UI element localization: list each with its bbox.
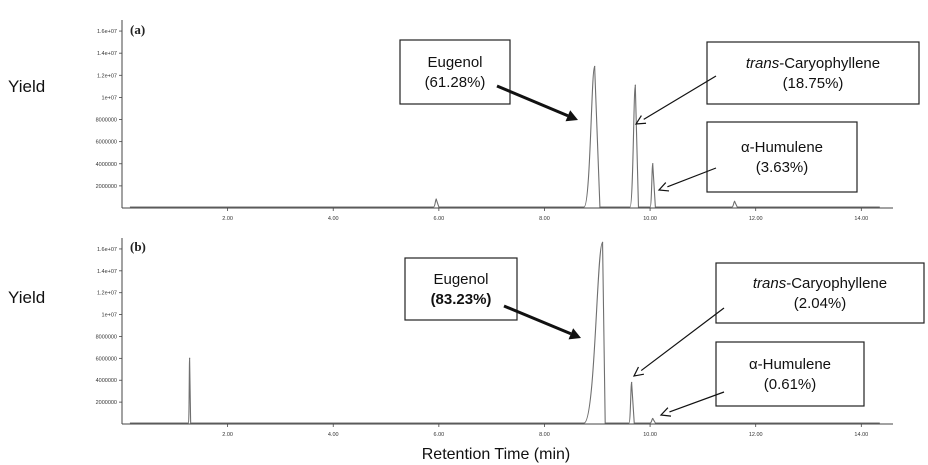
y-axis-label: Yield bbox=[8, 288, 45, 307]
x-tick-label: 14.00 bbox=[854, 432, 868, 438]
x-tick-label: 14.00 bbox=[854, 216, 868, 222]
y-tick-label: 2000000 bbox=[96, 184, 117, 190]
x-tick-label: 4.00 bbox=[328, 216, 339, 222]
y-tick-label: 4000000 bbox=[96, 162, 117, 168]
panel-tag: (b) bbox=[130, 239, 146, 254]
peak-apex bbox=[634, 84, 636, 86]
x-tick-label: 10.00 bbox=[643, 432, 657, 438]
annotation-arrow bbox=[643, 75, 717, 120]
panel-tag: (a) bbox=[130, 22, 145, 37]
annotation-arrow bbox=[496, 84, 569, 118]
annotation-box bbox=[706, 41, 920, 105]
annotation-arrow bbox=[667, 167, 717, 188]
annotation-arrow bbox=[669, 391, 725, 413]
annotation-box bbox=[706, 121, 858, 193]
peak-apex bbox=[652, 417, 654, 420]
x-tick-label: 6.00 bbox=[433, 432, 444, 438]
y-tick-label: 1.4e+07 bbox=[97, 51, 117, 57]
annotation-arrowhead bbox=[657, 182, 670, 192]
y-tick-label: 6000000 bbox=[96, 140, 117, 146]
annotation-arrowhead bbox=[634, 115, 647, 125]
annotation-label: trans-Caryophyllene bbox=[746, 55, 880, 72]
annotation-arrowhead bbox=[659, 407, 672, 417]
peak-apex bbox=[733, 200, 736, 202]
x-tick-label: 6.00 bbox=[433, 216, 444, 222]
annotation-label: (83.23%) bbox=[431, 291, 492, 308]
annotation-trans-caryophyllene: trans-Caryophyllene (18.75%) bbox=[634, 41, 920, 125]
x-tick-label: 12.00 bbox=[749, 432, 763, 438]
annotation-box bbox=[404, 257, 518, 321]
annotation-alpha-humulene: α-Humulene (0.61%) bbox=[659, 341, 865, 417]
annotation-label: (18.75%) bbox=[783, 75, 844, 92]
x-tick-label: 12.00 bbox=[749, 216, 763, 222]
y-tick-label: 1.2e+07 bbox=[97, 73, 117, 79]
annotation-eugenol: Eugenol (83.23%) bbox=[404, 257, 581, 340]
peak-apex bbox=[630, 381, 633, 384]
annotation-arrowhead bbox=[632, 366, 645, 377]
x-tick-label: 2.00 bbox=[222, 432, 233, 438]
x-tick-label: 4.00 bbox=[328, 432, 339, 438]
y-tick-label: 8000000 bbox=[96, 118, 117, 124]
peak-apex bbox=[601, 241, 604, 243]
y-tick-label: 1e+07 bbox=[102, 95, 117, 101]
annotation-label: α-Humulene bbox=[749, 356, 831, 373]
peak-apex bbox=[594, 65, 596, 68]
y-tick-label: 1e+07 bbox=[102, 313, 117, 319]
annotation-eugenol: Eugenol (61.28%) bbox=[399, 39, 578, 122]
x-axis-label: Retention Time (min) bbox=[422, 446, 571, 463]
peak-apex bbox=[652, 163, 654, 165]
annotation-label: Eugenol bbox=[433, 271, 488, 288]
annotation-label: (0.61%) bbox=[764, 376, 817, 393]
annotation-label: α-Humulene bbox=[741, 139, 823, 156]
peak-apex bbox=[435, 198, 437, 200]
annotation-arrowhead bbox=[568, 328, 581, 340]
x-tick-label: 8.00 bbox=[539, 216, 550, 222]
y-tick-label: 1.2e+07 bbox=[97, 291, 117, 297]
annotation-label: trans-Caryophyllene bbox=[753, 275, 887, 292]
y-tick-label: 6000000 bbox=[96, 356, 117, 362]
panel-a: 2000000 4000000 6000000 8000000 1e+07 1.2e+07… bbox=[8, 20, 920, 222]
y-tick-label: 1.6e+07 bbox=[97, 29, 117, 35]
peak-apex bbox=[188, 357, 191, 359]
annotation-arrow bbox=[640, 307, 725, 372]
annotation-arrow bbox=[503, 304, 572, 336]
x-tick-label: 8.00 bbox=[539, 432, 550, 438]
annotation-box bbox=[715, 341, 865, 407]
x-tick-label: 10.00 bbox=[643, 216, 657, 222]
x-tick-label: 2.00 bbox=[222, 216, 233, 222]
y-axis-label: Yield bbox=[8, 77, 45, 96]
annotation-arrowhead bbox=[565, 110, 578, 122]
annotation-box bbox=[399, 39, 511, 105]
y-tick-label: 1.6e+07 bbox=[97, 247, 117, 253]
annotation-alpha-humulene: α-Humulene (3.63%) bbox=[657, 121, 858, 193]
panel-b: 2000000 4000000 6000000 8000000 1e+07 1.2e+07… bbox=[8, 238, 925, 438]
y-tick-label: 8000000 bbox=[96, 334, 117, 340]
annotation-label: Eugenol bbox=[427, 54, 482, 71]
annotation-trans-caryophyllene: trans-Caryophyllene (2.04%) bbox=[632, 262, 925, 377]
y-tick-label: 4000000 bbox=[96, 378, 117, 384]
annotation-label: (61.28%) bbox=[425, 74, 486, 91]
chromatogram-trace bbox=[129, 241, 880, 424]
chromatogram-trace bbox=[129, 65, 880, 208]
y-tick-label: 1.4e+07 bbox=[97, 269, 117, 275]
annotation-box bbox=[715, 262, 925, 324]
annotation-label: (3.63%) bbox=[756, 159, 809, 176]
annotation-label: (2.04%) bbox=[794, 295, 847, 312]
y-tick-label: 2000000 bbox=[96, 400, 117, 406]
